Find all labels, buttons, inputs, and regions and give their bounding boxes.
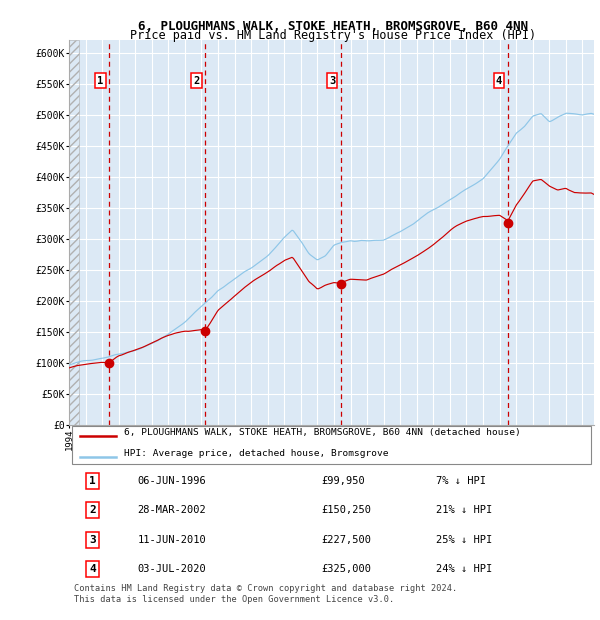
Text: 7% ↓ HPI: 7% ↓ HPI [437,476,487,485]
Text: 2: 2 [89,505,96,515]
Text: 1: 1 [97,76,103,86]
Text: 4: 4 [496,76,502,86]
Text: 6, PLOUGHMANS WALK, STOKE HEATH, BROMSGROVE, B60 4NN: 6, PLOUGHMANS WALK, STOKE HEATH, BROMSGR… [138,20,528,32]
Text: 11-JUN-2010: 11-JUN-2010 [137,535,206,545]
Text: £325,000: £325,000 [321,564,371,574]
Text: 3: 3 [89,535,96,545]
Text: 28-MAR-2002: 28-MAR-2002 [137,505,206,515]
FancyBboxPatch shape [71,426,592,464]
Text: HPI: Average price, detached house, Bromsgrove: HPI: Average price, detached house, Brom… [124,449,389,458]
Text: Contains HM Land Registry data © Crown copyright and database right 2024.
This d: Contains HM Land Registry data © Crown c… [74,584,458,603]
Text: 3: 3 [329,76,335,86]
Text: £227,500: £227,500 [321,535,371,545]
Text: 25% ↓ HPI: 25% ↓ HPI [437,535,493,545]
Text: 4: 4 [89,564,96,574]
Text: 21% ↓ HPI: 21% ↓ HPI [437,505,493,515]
Text: 03-JUL-2020: 03-JUL-2020 [137,564,206,574]
Text: Price paid vs. HM Land Registry's House Price Index (HPI): Price paid vs. HM Land Registry's House … [130,30,536,42]
Text: 2: 2 [193,76,199,86]
Text: £150,250: £150,250 [321,505,371,515]
Text: 06-JUN-1996: 06-JUN-1996 [137,476,206,485]
Text: 1: 1 [89,476,96,485]
Text: 6, PLOUGHMANS WALK, STOKE HEATH, BROMSGROVE, B60 4NN (detached house): 6, PLOUGHMANS WALK, STOKE HEATH, BROMSGR… [124,428,521,437]
Text: 24% ↓ HPI: 24% ↓ HPI [437,564,493,574]
Text: £99,950: £99,950 [321,476,365,485]
